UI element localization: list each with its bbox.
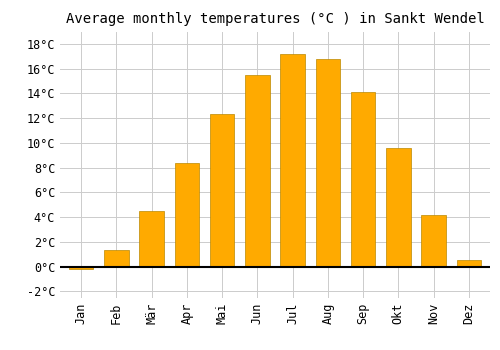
Title: Average monthly temperatures (°C ) in Sankt Wendel: Average monthly temperatures (°C ) in Sa… — [66, 12, 484, 26]
Bar — [140, 211, 164, 267]
Bar — [69, 267, 94, 269]
Bar — [351, 92, 376, 267]
Bar — [104, 251, 128, 267]
Bar — [316, 59, 340, 267]
Bar — [386, 148, 410, 267]
Bar — [210, 114, 234, 267]
Bar — [245, 75, 270, 267]
Bar — [174, 163, 199, 267]
Bar — [456, 260, 481, 267]
Bar — [422, 215, 446, 267]
Bar — [280, 54, 305, 267]
